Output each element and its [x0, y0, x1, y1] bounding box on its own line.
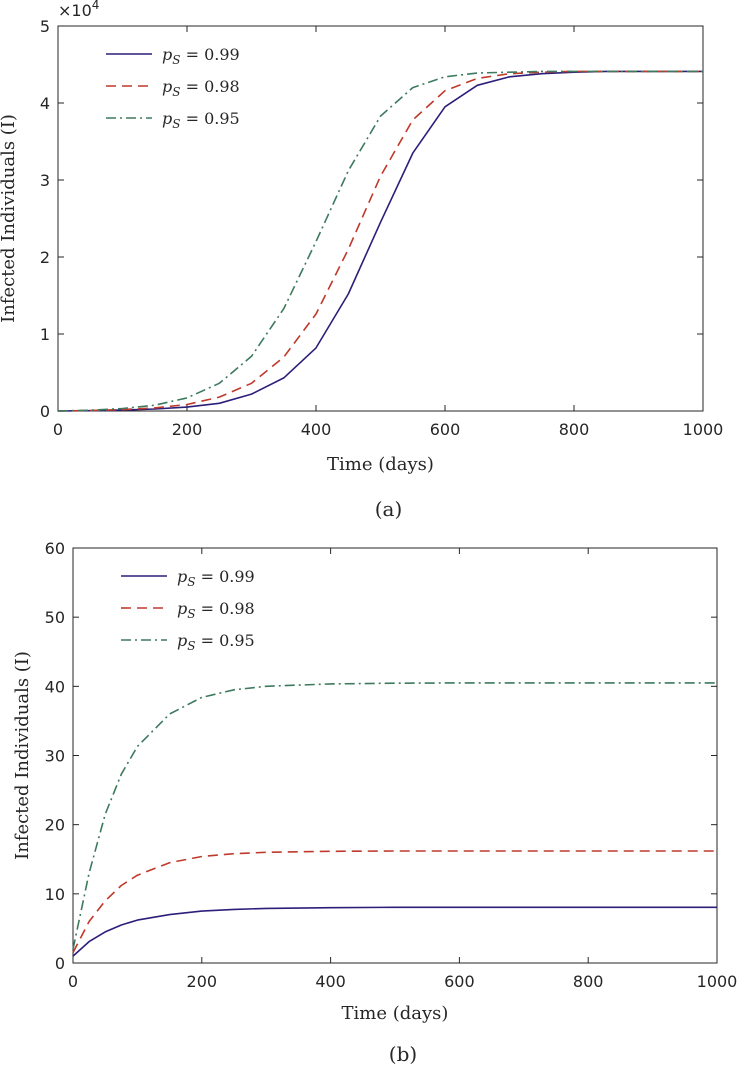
- x-tick-label: 1000: [683, 420, 724, 439]
- x-tick-label: 200: [172, 420, 203, 439]
- y-tick-label: 60: [45, 539, 65, 558]
- series-line-3: [57, 70, 703, 412]
- y-tick-label: 0: [40, 402, 50, 421]
- legend-entry: pS = 0.95: [162, 109, 240, 131]
- y-tick-label: 3: [40, 171, 50, 190]
- x-tick-label: 1000: [697, 972, 738, 991]
- x-tick-label: 800: [559, 420, 590, 439]
- legend-entry: pS = 0.99: [162, 45, 240, 67]
- x-tick-label: 0: [53, 420, 63, 439]
- legend-entry: pS = 0.98: [177, 599, 255, 621]
- x-tick-label: 800: [573, 972, 604, 991]
- y-tick-label: 5: [40, 17, 50, 36]
- y-axis-label: Infected Individuals (I): [0, 114, 19, 323]
- panel-caption: (a): [375, 497, 403, 521]
- axes-frame: [72, 547, 718, 964]
- y-tick-label: 20: [45, 816, 65, 835]
- legend-entry: pS = 0.99: [177, 567, 255, 589]
- y-tick-label: 2: [40, 248, 50, 267]
- series-line-1: [72, 906, 717, 957]
- y-tick-label: 0: [55, 954, 65, 973]
- y-tick-label: 30: [45, 747, 65, 766]
- x-axis-label: Time (days): [342, 1003, 449, 1024]
- panel-caption: (b): [389, 1042, 417, 1066]
- y-tick-label: 40: [45, 677, 65, 696]
- x-axis-label: Time (days): [327, 454, 434, 475]
- x-tick-label: 600: [444, 972, 475, 991]
- legend-entry: pS = 0.98: [162, 77, 240, 99]
- series-line-2: [72, 850, 717, 953]
- axes-frame: [57, 25, 704, 412]
- x-tick-label: 200: [187, 972, 218, 991]
- chart-panel-a: 0 200 400 600 800 1000 0 1 2 3 4 5 ×104 Time (days) In…: [0, 0, 723, 521]
- series-line-3: [72, 682, 717, 950]
- y-tick-label: 1: [40, 325, 50, 344]
- chart-panel-b: 0 200 400 600 800 1000 0 10 20 30 40 50 60 Time (days…: [12, 539, 737, 1066]
- y-tick-label: 4: [40, 94, 50, 113]
- legend-entry: pS = 0.95: [177, 631, 255, 653]
- y-tick-label: 10: [45, 885, 65, 904]
- x-tick-label: 400: [315, 972, 346, 991]
- x-tick-label: 0: [68, 972, 78, 991]
- y-tick-label: 50: [45, 608, 65, 627]
- series-line-1: [57, 70, 703, 412]
- y-axis-multiplier: ×104: [58, 0, 99, 20]
- x-tick-label: 400: [301, 420, 332, 439]
- x-tick-label: 600: [430, 420, 461, 439]
- series-line-2: [57, 70, 703, 412]
- y-axis-label: Infected Individuals (I): [12, 651, 33, 860]
